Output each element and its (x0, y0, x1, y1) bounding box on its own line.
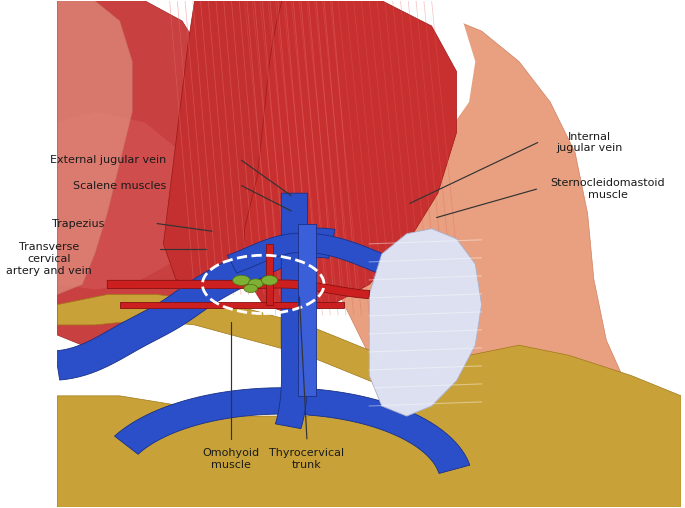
Ellipse shape (248, 279, 263, 288)
Polygon shape (369, 229, 482, 416)
Text: Sternocleidomastoid
muscle: Sternocleidomastoid muscle (550, 178, 665, 200)
Polygon shape (164, 1, 319, 290)
Polygon shape (108, 280, 370, 299)
Text: Internal
jugular vein: Internal jugular vein (556, 132, 623, 153)
Text: Transverse
cervical
artery and vein: Transverse cervical artery and vein (5, 242, 92, 276)
Polygon shape (114, 388, 470, 473)
Text: Scalene muscles: Scalene muscles (73, 181, 166, 190)
Polygon shape (245, 1, 457, 315)
Polygon shape (345, 1, 475, 163)
Polygon shape (58, 295, 419, 396)
Text: Thyrocervical
trunk: Thyrocervical trunk (269, 449, 345, 470)
Polygon shape (55, 228, 335, 380)
Polygon shape (58, 1, 132, 295)
Polygon shape (58, 345, 681, 507)
Polygon shape (58, 1, 220, 345)
Polygon shape (297, 224, 316, 396)
Text: Trapezius: Trapezius (52, 218, 104, 229)
Polygon shape (58, 112, 201, 290)
Text: External jugular vein: External jugular vein (50, 155, 166, 165)
Polygon shape (275, 1, 681, 507)
Ellipse shape (262, 275, 277, 285)
Polygon shape (120, 302, 345, 308)
Ellipse shape (244, 284, 258, 293)
Polygon shape (266, 244, 273, 305)
Polygon shape (275, 193, 308, 429)
Polygon shape (227, 233, 387, 273)
Ellipse shape (233, 275, 250, 285)
Text: Omohyoid
muscle: Omohyoid muscle (202, 449, 260, 470)
